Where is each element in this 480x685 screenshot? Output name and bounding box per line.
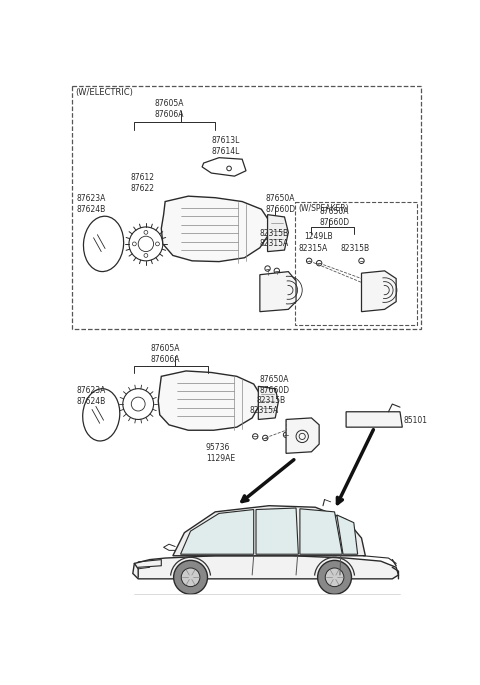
Text: 85101: 85101 (404, 416, 428, 425)
Polygon shape (300, 509, 342, 554)
Polygon shape (346, 412, 402, 427)
Text: 82315B: 82315B (260, 229, 289, 238)
Polygon shape (161, 196, 269, 262)
Text: 87650A
87660D: 87650A 87660D (260, 375, 290, 395)
Text: 95736
1129AE: 95736 1129AE (206, 443, 235, 462)
Polygon shape (267, 214, 288, 251)
Text: 82315A: 82315A (250, 406, 279, 414)
Text: 87612
87622: 87612 87622 (131, 173, 155, 193)
Text: 87623A
87624B: 87623A 87624B (77, 386, 106, 406)
Polygon shape (133, 556, 398, 579)
Polygon shape (180, 510, 254, 554)
Text: 82315B: 82315B (341, 244, 370, 253)
Text: 87623A
87624B: 87623A 87624B (77, 194, 106, 214)
Text: 82315A: 82315A (260, 238, 289, 247)
Text: 1249LB: 1249LB (304, 232, 332, 241)
Bar (72, 86, 421, 329)
Circle shape (181, 568, 200, 586)
Polygon shape (260, 272, 296, 312)
Text: 82315B: 82315B (257, 396, 286, 405)
Polygon shape (286, 418, 319, 453)
Circle shape (174, 560, 207, 595)
Text: 82315A: 82315A (299, 244, 328, 253)
Text: 87605A
87606A: 87605A 87606A (154, 99, 184, 119)
Text: 87650A
87660D: 87650A 87660D (265, 194, 295, 214)
Polygon shape (337, 515, 358, 554)
Text: 87650A
87660D: 87650A 87660D (320, 207, 349, 227)
Polygon shape (173, 506, 365, 556)
Text: 87613L
87614L: 87613L 87614L (211, 136, 240, 156)
Text: (W/ELECTRIC): (W/ELECTRIC) (75, 88, 133, 97)
Polygon shape (158, 371, 260, 430)
Text: 87605A
87606A: 87605A 87606A (150, 344, 180, 364)
Bar (295, 201, 417, 325)
Text: (W/SPEAKER): (W/SPEAKER) (299, 204, 349, 213)
Polygon shape (256, 508, 299, 554)
Circle shape (325, 568, 344, 586)
Polygon shape (361, 271, 396, 312)
Polygon shape (258, 386, 278, 419)
Circle shape (318, 560, 351, 595)
